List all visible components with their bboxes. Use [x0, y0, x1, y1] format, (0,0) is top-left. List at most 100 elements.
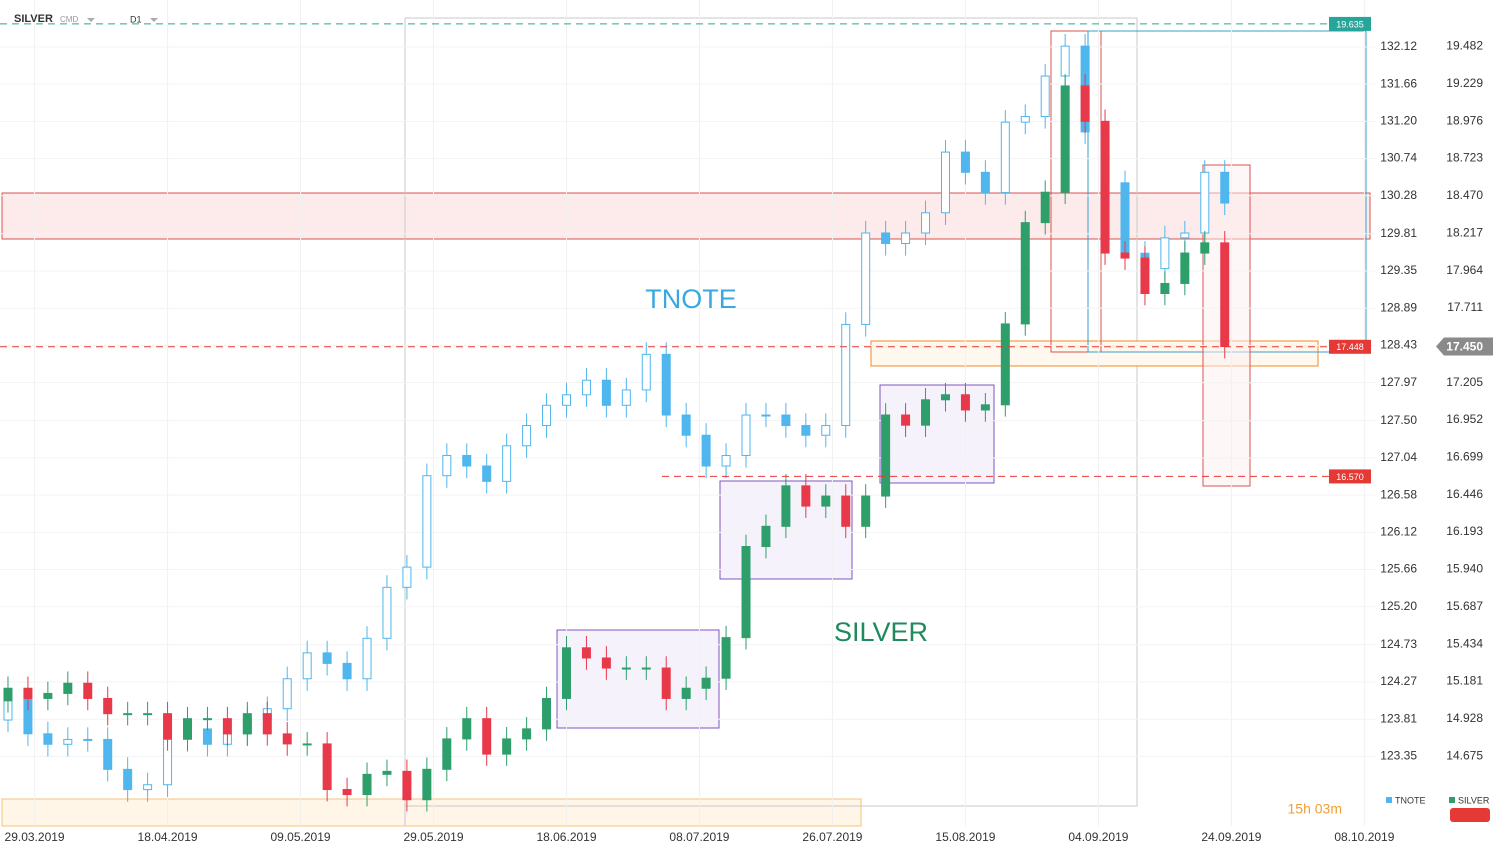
annotation: SILVER — [834, 617, 928, 647]
x-tick-label: 18.04.2019 — [138, 830, 198, 844]
candle-body — [242, 713, 252, 735]
candle-body — [681, 414, 691, 436]
timeframe[interactable]: D1 — [130, 14, 142, 24]
candle-body — [1180, 232, 1190, 239]
candle-body — [1180, 252, 1190, 284]
y2-tick-label: 18.976 — [1446, 113, 1483, 127]
candle-body — [502, 445, 512, 482]
y-tick-label: 129.81 — [1380, 226, 1417, 240]
price-level-label: 17.448 — [1336, 342, 1364, 352]
candle-body — [522, 425, 532, 447]
legend-label[interactable]: TNOTE — [1395, 795, 1426, 805]
y-tick-label: 124.27 — [1380, 674, 1417, 688]
candle-body — [222, 718, 232, 735]
candle-body — [721, 637, 731, 679]
y-tick-label: 129.35 — [1380, 263, 1417, 277]
candle-body — [821, 425, 831, 436]
candle-body — [921, 399, 931, 426]
x-tick-label: 24.09.2019 — [1201, 830, 1261, 844]
price-level-label: 19.635 — [1336, 19, 1364, 29]
candle-body — [123, 768, 133, 791]
x-tick-label: 26.07.2019 — [802, 830, 862, 844]
candle-body — [3, 687, 13, 702]
y2-tick-label: 18.217 — [1446, 225, 1483, 239]
candle-body — [442, 454, 452, 477]
y-tick-label: 123.35 — [1380, 749, 1417, 763]
candle-body — [282, 733, 292, 745]
candle-body — [721, 454, 731, 467]
candle-body — [661, 667, 671, 699]
candle-body — [621, 667, 631, 670]
x-tick-label: 18.06.2019 — [536, 830, 596, 844]
candle-body — [801, 425, 811, 436]
annotation: TNOTE — [645, 284, 737, 314]
y-tick-label: 125.66 — [1380, 562, 1417, 576]
y-tick-label: 128.43 — [1380, 338, 1417, 352]
y-tick-label: 127.04 — [1380, 450, 1417, 464]
y2-tick-label: 19.229 — [1446, 76, 1483, 90]
x-tick-label: 08.07.2019 — [669, 830, 729, 844]
candle-body — [980, 171, 990, 194]
close-button[interactable] — [1450, 808, 1490, 822]
candle-body — [1160, 282, 1170, 294]
candle-body — [601, 657, 611, 669]
candle-body — [83, 682, 93, 699]
y2-tick-label: 14.928 — [1446, 711, 1483, 725]
range-box — [404, 17, 1138, 807]
y2-tick-label: 17.711 — [1447, 300, 1483, 314]
y-tick-label: 131.20 — [1380, 114, 1417, 128]
y2-tick-label: 15.940 — [1446, 562, 1483, 576]
x-tick-label: 09.05.2019 — [271, 830, 331, 844]
y2-tick-label: 17.205 — [1446, 375, 1483, 389]
candle-body — [1020, 115, 1030, 123]
x-tick-label: 29.05.2019 — [403, 830, 463, 844]
y-tick-label: 124.73 — [1380, 637, 1417, 651]
candle-body — [43, 733, 53, 745]
x-tick-label: 15.08.2019 — [935, 830, 995, 844]
legend-swatch — [1386, 797, 1392, 803]
candle-body — [322, 652, 332, 664]
dropdown[interactable] — [87, 18, 95, 22]
candle-body — [841, 323, 851, 427]
candle-body — [1040, 75, 1050, 117]
candle-body — [1140, 257, 1150, 294]
candle-body — [183, 718, 192, 740]
candle-body — [641, 667, 651, 670]
legend-label[interactable]: SILVER — [1458, 795, 1490, 805]
candle-body — [940, 394, 950, 401]
candle-body — [1220, 242, 1230, 347]
y-tick-label: 126.58 — [1380, 487, 1417, 501]
candle-body — [881, 414, 891, 497]
y2-tick-label: 16.952 — [1446, 412, 1483, 426]
candle-body — [701, 677, 711, 689]
y-tick-label: 128.89 — [1380, 300, 1417, 314]
y2-tick-label: 15.434 — [1446, 636, 1483, 650]
candle-body — [402, 566, 412, 588]
y-tick-label: 126.12 — [1380, 525, 1417, 539]
candle-body — [960, 394, 970, 411]
candle-body — [342, 662, 352, 680]
instrument[interactable]: SILVER — [14, 13, 53, 25]
candle-body — [202, 718, 212, 721]
y2-tick-label: 18.470 — [1446, 188, 1483, 202]
candle-body — [561, 394, 571, 406]
candle-body — [781, 414, 791, 427]
candle-body — [801, 485, 811, 507]
candle-body — [781, 485, 791, 527]
candle-body — [402, 770, 412, 801]
price-level-badge — [1329, 16, 1371, 31]
candle-body — [362, 637, 372, 680]
dropdown[interactable] — [150, 18, 158, 22]
candle-body — [163, 713, 173, 740]
candle-body — [881, 232, 891, 245]
y2-tick-label: 16.446 — [1446, 487, 1483, 501]
support-zone — [1, 798, 862, 827]
last-price-label: 17.450 — [1446, 340, 1483, 354]
y-tick-label: 123.81 — [1380, 711, 1417, 725]
candle-body — [681, 687, 691, 699]
timer: 15h 03m — [1288, 801, 1342, 817]
candle-body — [761, 525, 771, 548]
candle-body — [143, 713, 153, 716]
candle-body — [302, 652, 312, 680]
